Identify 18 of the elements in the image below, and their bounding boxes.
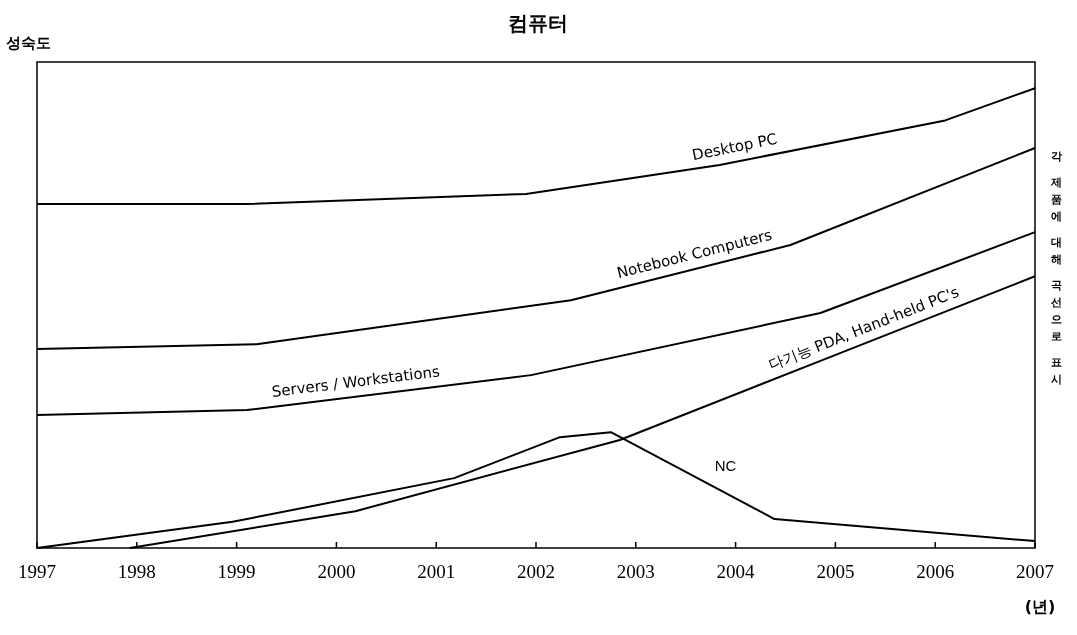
x-tick-label: 1998: [117, 561, 156, 582]
x-tick-label: 2006: [916, 561, 955, 582]
x-axis-title: (년): [1024, 597, 1056, 616]
x-tick-label: 2002: [517, 561, 555, 582]
x-tick-label: 2003: [616, 561, 655, 582]
x-tick-label: 2000: [317, 561, 356, 582]
text: 각 제품에 대해 곡선으로 표시: [1050, 150, 1062, 386]
x-tick-label: 2004: [716, 561, 756, 582]
x-tick-label: 2007: [1016, 561, 1054, 582]
x-tick-label: 1997: [18, 561, 56, 582]
y-axis-title: 성숙도: [6, 34, 51, 52]
text: Desktop PC: [690, 129, 779, 165]
x-tick-label: 1999: [217, 561, 256, 582]
text: Servers / Workstations: [270, 362, 441, 401]
x-tick-label: 2001: [417, 561, 456, 582]
x-tick-label: 2005: [816, 561, 855, 582]
series-label: NC: [714, 457, 737, 475]
chart-title: 컴퓨터: [508, 11, 568, 35]
